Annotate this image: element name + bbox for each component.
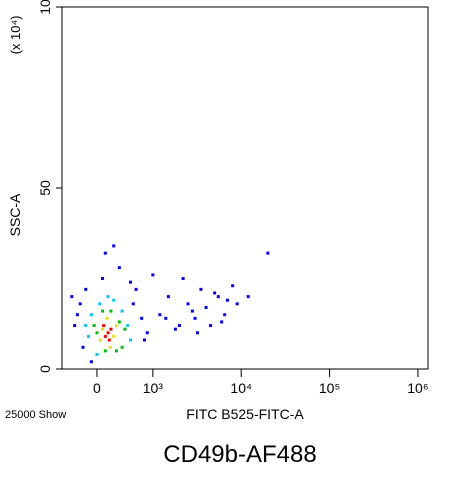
plot-frame xyxy=(61,6,429,370)
event-dot xyxy=(108,345,112,349)
event-dot xyxy=(120,345,124,349)
event-dot xyxy=(103,334,107,338)
event-dot xyxy=(209,324,213,328)
x-tick-label: 0 xyxy=(93,380,101,396)
event-dot xyxy=(107,338,111,342)
event-dot xyxy=(70,295,74,299)
event-dot xyxy=(166,295,170,299)
event-dot xyxy=(186,302,190,306)
event-dot xyxy=(112,334,116,338)
event-dot xyxy=(140,316,144,320)
event-dot xyxy=(92,324,96,328)
event-dot xyxy=(173,327,177,331)
event-dot xyxy=(142,338,146,342)
event-dot xyxy=(105,316,109,320)
event-dot xyxy=(78,302,82,306)
event-dot xyxy=(235,302,239,306)
event-dot xyxy=(204,305,208,309)
event-dot xyxy=(199,287,203,291)
event-dot xyxy=(126,324,130,328)
event-dot xyxy=(84,324,88,328)
x-tick-label: 10³ xyxy=(143,380,164,396)
y-axis-label: SSC-A xyxy=(7,193,23,236)
y-tick-label: 50 xyxy=(37,180,53,196)
event-dot xyxy=(158,313,162,317)
event-dot xyxy=(164,316,168,320)
event-dot xyxy=(131,302,135,306)
event-dot xyxy=(120,309,124,313)
event-dot xyxy=(231,284,235,288)
y-tick-label: 10 xyxy=(37,0,53,15)
event-dot xyxy=(177,324,181,328)
event-dot xyxy=(98,338,102,342)
event-note: 25000 Show xyxy=(5,409,66,421)
event-dot xyxy=(103,349,107,353)
event-dot xyxy=(115,324,119,328)
event-dot xyxy=(109,327,113,331)
event-dot xyxy=(95,331,99,335)
event-dot xyxy=(134,287,138,291)
x-tick-label: 10⁵ xyxy=(319,380,340,396)
event-dot xyxy=(103,251,107,255)
event-dot xyxy=(95,353,99,357)
event-dot xyxy=(223,313,227,317)
event-dot xyxy=(106,295,110,299)
event-dot xyxy=(123,327,127,331)
y-axis-unit: (x 10⁴) xyxy=(8,16,23,55)
event-dot xyxy=(128,280,132,284)
event-dot xyxy=(266,251,270,255)
event-dot xyxy=(117,266,121,270)
event-dot xyxy=(220,320,224,324)
event-dot xyxy=(101,277,105,280)
event-dot xyxy=(89,313,93,317)
event-dot xyxy=(151,273,155,277)
event-dot xyxy=(112,244,116,248)
event-dot xyxy=(75,313,79,317)
event-dot xyxy=(190,309,194,313)
event-dot xyxy=(213,291,217,295)
event-dot xyxy=(145,331,149,335)
x-tick-label: 10⁴ xyxy=(230,380,252,396)
event-dot xyxy=(181,277,185,280)
event-dot xyxy=(73,324,77,328)
event-dot xyxy=(128,338,132,342)
event-dot xyxy=(81,345,85,349)
x-axis-label: FITC B525-FITC-A xyxy=(186,406,304,422)
event-dot xyxy=(117,320,121,324)
event-dot xyxy=(89,360,93,364)
event-dot xyxy=(246,295,250,299)
event-dot xyxy=(109,309,113,313)
event-dot xyxy=(87,334,91,338)
event-dot xyxy=(193,316,197,320)
event-dot xyxy=(101,309,105,313)
y-tick-label: 0 xyxy=(37,365,53,373)
event-dot xyxy=(112,298,116,302)
event-dot xyxy=(216,295,220,299)
x-tick-label: 10⁶ xyxy=(407,380,428,396)
event-dot xyxy=(115,349,119,353)
event-dot xyxy=(84,287,88,291)
chart-caption: CD49b-AF488 xyxy=(163,441,316,468)
event-dot xyxy=(102,324,106,328)
event-dot xyxy=(195,331,199,335)
event-dot xyxy=(106,331,110,335)
event-dot xyxy=(101,327,105,331)
event-dot xyxy=(226,298,230,302)
event-dot xyxy=(98,302,102,306)
